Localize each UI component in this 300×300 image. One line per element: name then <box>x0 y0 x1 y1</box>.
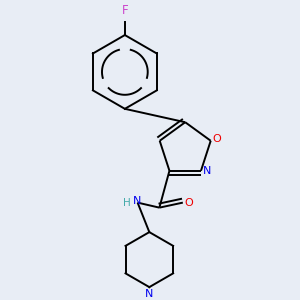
Text: F: F <box>122 4 128 16</box>
Text: O: O <box>184 198 193 208</box>
Text: N: N <box>145 290 154 299</box>
Text: N: N <box>203 166 211 176</box>
Text: H: H <box>123 198 131 208</box>
Text: O: O <box>212 134 221 144</box>
Text: N: N <box>133 196 141 206</box>
